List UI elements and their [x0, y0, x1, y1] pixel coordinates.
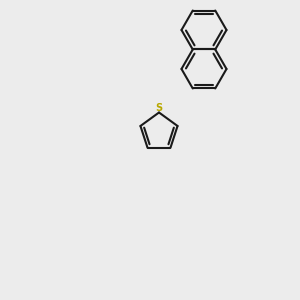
- Text: S: S: [155, 103, 163, 113]
